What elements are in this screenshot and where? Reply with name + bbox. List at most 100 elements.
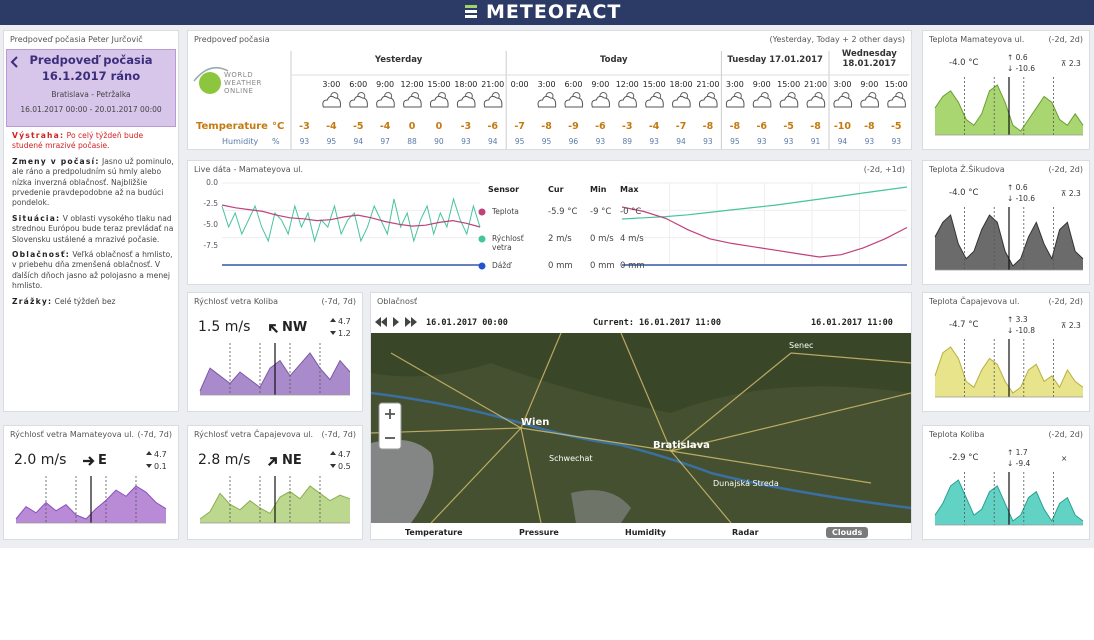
hour-label: 3:00	[833, 80, 852, 89]
section-text: V oblasti vysokého tlaku nad strednou Eu…	[12, 213, 174, 244]
moon-icon	[515, 93, 522, 105]
forecast-section: Zmeny v počasí: Jasno už pominulo, ale r…	[12, 157, 174, 209]
temperature-chart	[934, 77, 1084, 136]
panel-range: (-7d, 7d)	[321, 297, 356, 306]
hour-label: 15:00	[884, 80, 908, 89]
wind-speed: 2.0 m/s	[14, 452, 67, 468]
app-title: METEOFACT	[486, 1, 622, 23]
back-icon	[10, 56, 18, 68]
logo-text: WORLD	[224, 71, 254, 79]
sensor-dot	[478, 262, 486, 270]
forecast-period: 16.01.2017 00:00 - 20.01.2017 00:00	[20, 105, 162, 114]
panel-range: (-2d, 2d)	[1048, 430, 1083, 439]
temperature-max: ↑ 0.6	[1007, 183, 1028, 192]
humidity-value: 93	[864, 137, 875, 146]
map-tab[interactable]: Temperature	[405, 528, 463, 537]
forecast-section: Oblačnosť: Veľká oblačnosť a hmlisto, v …	[12, 250, 174, 292]
y-tick-label: 0.0	[206, 178, 218, 187]
temperature-value: -5	[890, 121, 902, 132]
panel-title: Predpoveď počasia	[194, 35, 270, 44]
arrow	[267, 457, 277, 467]
cloud-cover	[571, 490, 631, 523]
trend-line	[221, 204, 481, 228]
road	[620, 333, 672, 452]
current-temperature: -4.0 °C	[949, 188, 979, 198]
map-tab[interactable]: Humidity	[625, 528, 666, 537]
temperature-trend: ⊼ 2.3	[1061, 321, 1081, 330]
wind-panel: Rýchlosť vetra Koliba (-7d, 7d) 1.5 m/s NW 4…	[187, 292, 363, 412]
humidity-label: Humidity	[222, 137, 259, 146]
section-label: Oblačnosť:	[12, 250, 70, 260]
forecast-section: Situácia: V oblasti vysokého tlaku nad s…	[12, 214, 174, 245]
down-arrow	[330, 331, 336, 335]
wind-chart	[15, 476, 167, 524]
temperature-panel: Teplota Čapajevova ul. (-2d, 2d) -4.7 °C ↑ …	[922, 292, 1090, 412]
panel-range: (-2d, 2d)	[1048, 297, 1083, 306]
hour-label: 18:00	[669, 80, 693, 89]
panel-title: Predpoveď počasia Peter Jurčovič	[10, 35, 143, 44]
map-tab[interactable]: Pressure	[519, 528, 559, 537]
table-cell: 0 mm	[620, 261, 645, 271]
cloud-icon	[403, 95, 422, 108]
temperature-min: ↓ -10.6	[1007, 64, 1036, 73]
cloud-icon	[833, 95, 853, 108]
end-time: 16.01.2017 11:00	[811, 318, 893, 328]
humidity-value: 95	[514, 137, 525, 146]
hour-label: 18:00	[454, 80, 478, 89]
hour-label: 21:00	[696, 80, 720, 89]
hour-label: 12:00	[615, 80, 639, 89]
temperature-trend: ⊼ 2.3	[1061, 189, 1081, 198]
wind-max: 4.7	[338, 450, 351, 459]
hour-label: 15:00	[642, 80, 666, 89]
cloud-icon	[672, 95, 691, 108]
table-cell: 0 mm	[590, 261, 615, 271]
temperature-value: -8	[541, 121, 552, 132]
humidity-value: 89	[622, 137, 633, 146]
humidity-value: 90	[434, 137, 444, 146]
hour-label: 12:00	[400, 80, 424, 89]
map-tab[interactable]: Radar	[732, 528, 759, 537]
hour-label: 0:00	[510, 80, 529, 89]
section-label: Zmeny v počasí:	[12, 156, 100, 166]
humidity-value: 93	[595, 137, 606, 146]
table-cell: Dážď	[492, 261, 512, 270]
wind-speed: 1.5 m/s	[198, 319, 251, 335]
temperature-value: -8	[702, 121, 714, 132]
humidity-value: 93	[891, 137, 902, 146]
humidity-value: 93	[783, 137, 794, 146]
humidity-unit: %	[272, 137, 280, 146]
temperature-value: -4	[326, 121, 337, 132]
trend-line	[621, 186, 908, 220]
forecast-header: Predpoveď počasia 16.1.2017 ráno Bratislav…	[6, 49, 176, 127]
direction-arrow	[83, 456, 95, 466]
wind-min: 1.2	[338, 329, 351, 338]
table-cell: 0 m/s	[590, 234, 614, 244]
max-min-icons	[330, 318, 336, 335]
day-name: Wednesday 18.01.2017	[841, 49, 897, 69]
road	[520, 427, 542, 523]
y-tick-label: -2.5	[203, 199, 218, 208]
max-min-icons	[146, 451, 152, 468]
temperature-max: ↑ 0.6	[1007, 53, 1028, 62]
cloud-icon	[429, 95, 449, 108]
cloud-icon	[725, 95, 745, 108]
live-data-panel: Live dáta - Mamateyova ul. (-2d, +1d) 0.0 -…	[187, 160, 912, 285]
down-arrow	[330, 464, 336, 468]
wind-direction: NE	[282, 453, 302, 468]
current-temperature: -4.7 °C	[949, 320, 979, 330]
area-fill	[935, 215, 1083, 270]
temperature-value: -7	[675, 121, 687, 132]
playback-controls	[375, 317, 417, 327]
temperature-chart	[934, 207, 1084, 271]
control-icon	[393, 317, 399, 327]
temperature-trend: ×	[1061, 454, 1068, 463]
temperature-min: ↓ -10.8	[1007, 326, 1036, 335]
table-cell: 0 mm	[548, 261, 573, 271]
current-temperature: -4.0 °C	[949, 58, 979, 68]
map-panel: Oblačnosť 16.01.2017 00:00 Current: 16.01.…	[370, 292, 912, 540]
hour-label: 3:00	[537, 80, 556, 89]
cloud-icon	[860, 95, 879, 108]
humidity-value: 95	[730, 137, 740, 146]
map-tab[interactable]: Clouds	[826, 527, 869, 538]
panel-title: Teplota Ž.Šikudova	[929, 165, 1005, 174]
